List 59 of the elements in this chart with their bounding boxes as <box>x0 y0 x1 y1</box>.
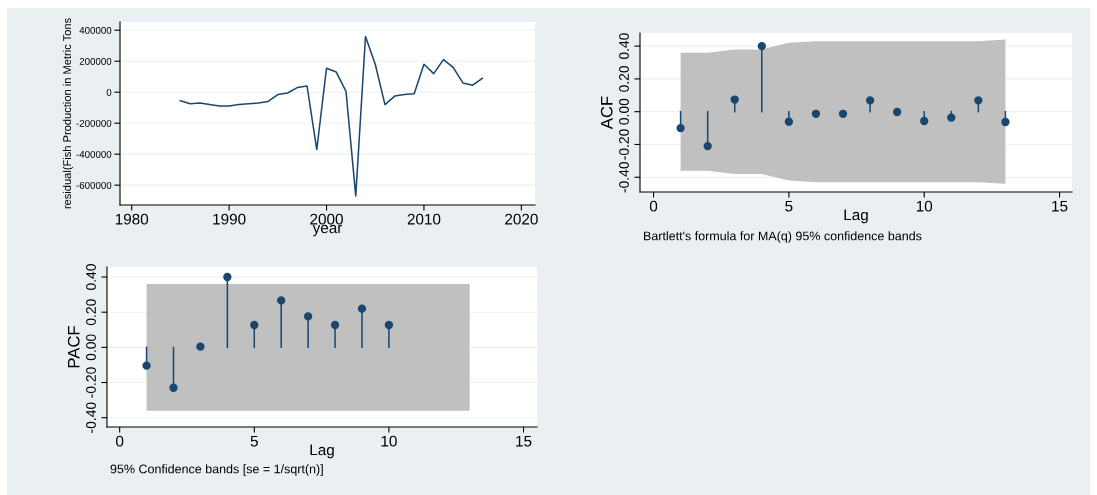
point <box>330 320 340 330</box>
x-tick-label: 0 <box>649 200 658 212</box>
point <box>223 272 232 282</box>
x-axis-title: Lag <box>844 209 868 224</box>
y-tick-label: 0.20 <box>619 65 629 92</box>
point <box>142 361 151 370</box>
x-tick-label: 2010 <box>407 213 441 225</box>
point <box>811 109 821 118</box>
point <box>277 296 286 305</box>
x-tick-label: 2000 <box>310 213 343 225</box>
y-tick-label: 0.00 <box>619 98 629 125</box>
x-tick-label: 1990 <box>213 213 246 225</box>
x-tick-label: 15 <box>1052 200 1068 212</box>
point <box>250 320 259 330</box>
x-axis-title: Lag <box>310 444 334 459</box>
point <box>357 304 367 313</box>
point <box>303 312 313 321</box>
point <box>169 383 178 392</box>
y-axis-title: ACF <box>600 96 613 130</box>
point <box>1001 117 1010 127</box>
point <box>865 96 875 105</box>
point <box>838 109 848 118</box>
point <box>384 320 394 330</box>
y-tick-label: 0.40 <box>619 33 629 60</box>
x-axis-title: year <box>312 224 343 237</box>
y-tick-label: -200000 <box>76 119 112 127</box>
point <box>757 41 766 51</box>
y-tick-label: -600000 <box>76 181 112 189</box>
x-tick-label: 5 <box>250 435 258 447</box>
x-tick-label: 1980 <box>115 213 149 225</box>
point <box>920 116 929 126</box>
x-tick-label: 10 <box>916 200 933 212</box>
y-axis-title: PACF <box>67 326 80 368</box>
point <box>703 141 712 151</box>
x-tick-label: 0 <box>116 435 124 447</box>
y-tick-label: 0 <box>106 88 112 96</box>
y-tick-label: -0.40 <box>619 161 629 193</box>
x-tick-label: 15 <box>516 435 532 447</box>
y-axis-title: residual(Fish Production in Metric Tons <box>62 18 74 209</box>
point <box>730 95 739 104</box>
x-tick-label: 2020 <box>505 213 538 225</box>
y-tick-label: 0.00 <box>86 334 96 361</box>
x-tick-label: 10 <box>381 435 397 447</box>
y-tick-label: 0.40 <box>86 264 96 290</box>
line-series <box>179 35 484 197</box>
point <box>892 107 902 117</box>
point <box>784 117 794 126</box>
y-tick-label: -0.40 <box>86 402 96 433</box>
point <box>974 96 983 105</box>
point <box>676 123 685 133</box>
y-tick-label: -400000 <box>76 150 112 158</box>
text: 95% Confidence bands [se = 1/sqrt(n)] <box>110 464 323 476</box>
y-tick-label: -0.20 <box>619 129 629 160</box>
y-tick-label: 400000 <box>79 26 112 34</box>
y-tick-label: 200000 <box>79 57 112 65</box>
y-tick-label: 0.20 <box>86 299 96 326</box>
text: Bartlett's formula for MA(q) 95% confidence bands <box>644 231 922 243</box>
y-tick-label: -0.20 <box>86 367 96 398</box>
x-tick-label: 5 <box>785 200 793 212</box>
